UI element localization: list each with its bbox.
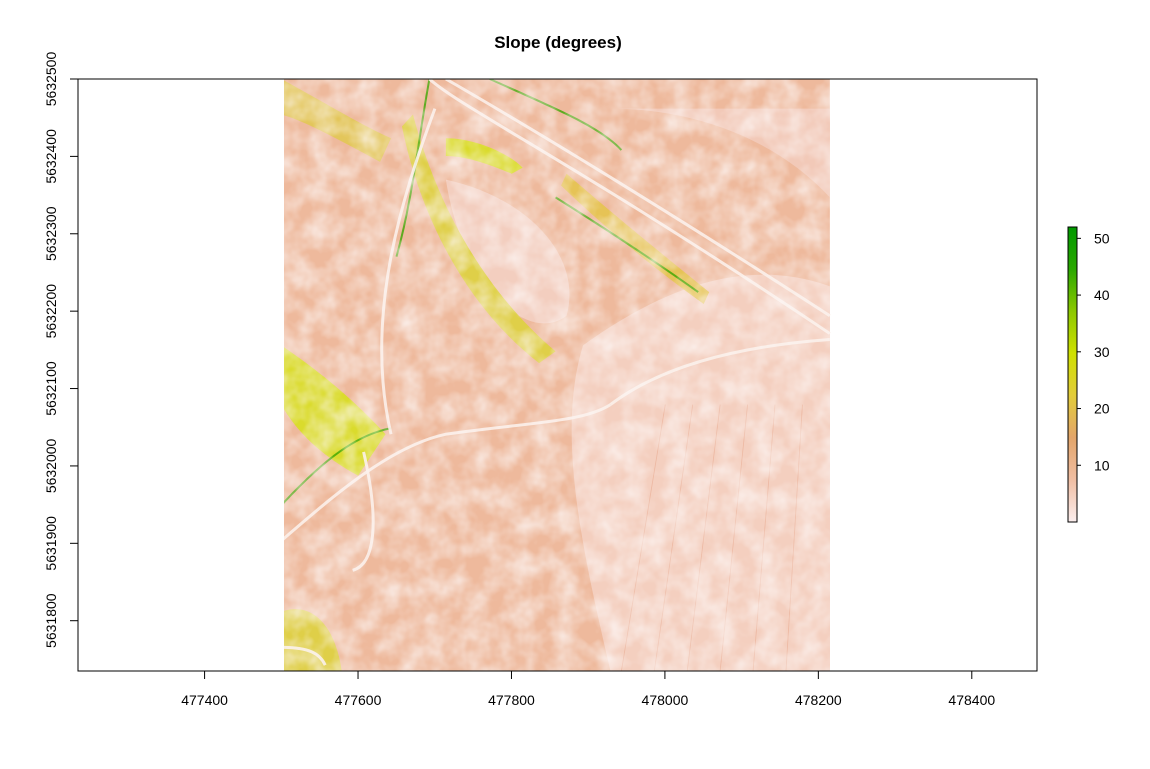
plot-frame [77, 78, 1038, 672]
x-tick-label: 478400 [948, 692, 995, 708]
colorbar-tick-label: 30 [1094, 344, 1110, 360]
y-tick-label: 5632500 [43, 52, 59, 107]
slope-raster [284, 79, 831, 671]
colorbar-tick-label: 40 [1094, 287, 1110, 303]
colorbar: 10 20 30 40 50 [1067, 226, 1110, 523]
y-tick-label: 5631900 [43, 516, 59, 571]
x-tick-label: 477400 [181, 692, 228, 708]
y-axis: 5631800 5631900 5632000 5632100 5632200 56323… [43, 52, 78, 648]
y-tick-label: 5632300 [43, 206, 59, 261]
y-tick-label: 5631800 [43, 593, 59, 648]
y-tick-label: 5632100 [43, 361, 59, 416]
x-tick-label: 477800 [488, 692, 535, 708]
x-tick-label: 478000 [642, 692, 689, 708]
colorbar-tick-label: 50 [1094, 230, 1110, 246]
x-tick-label: 478200 [795, 692, 842, 708]
colorbar-gradient [1067, 226, 1078, 523]
colorbar-ticks: 10 20 30 40 50 [1077, 230, 1110, 473]
colorbar-tick-label: 10 [1094, 457, 1110, 473]
x-tick-label: 477600 [335, 692, 382, 708]
y-tick-label: 5632000 [43, 438, 59, 493]
y-tick-label: 5632400 [43, 129, 59, 184]
y-tick-label: 5632200 [43, 284, 59, 339]
chart-title: Slope (degrees) [494, 33, 622, 52]
colorbar-tick-label: 20 [1094, 401, 1110, 417]
raster-texture [284, 79, 830, 671]
x-axis: 477400 477600 477800 478000 478200 478400 [181, 671, 995, 708]
